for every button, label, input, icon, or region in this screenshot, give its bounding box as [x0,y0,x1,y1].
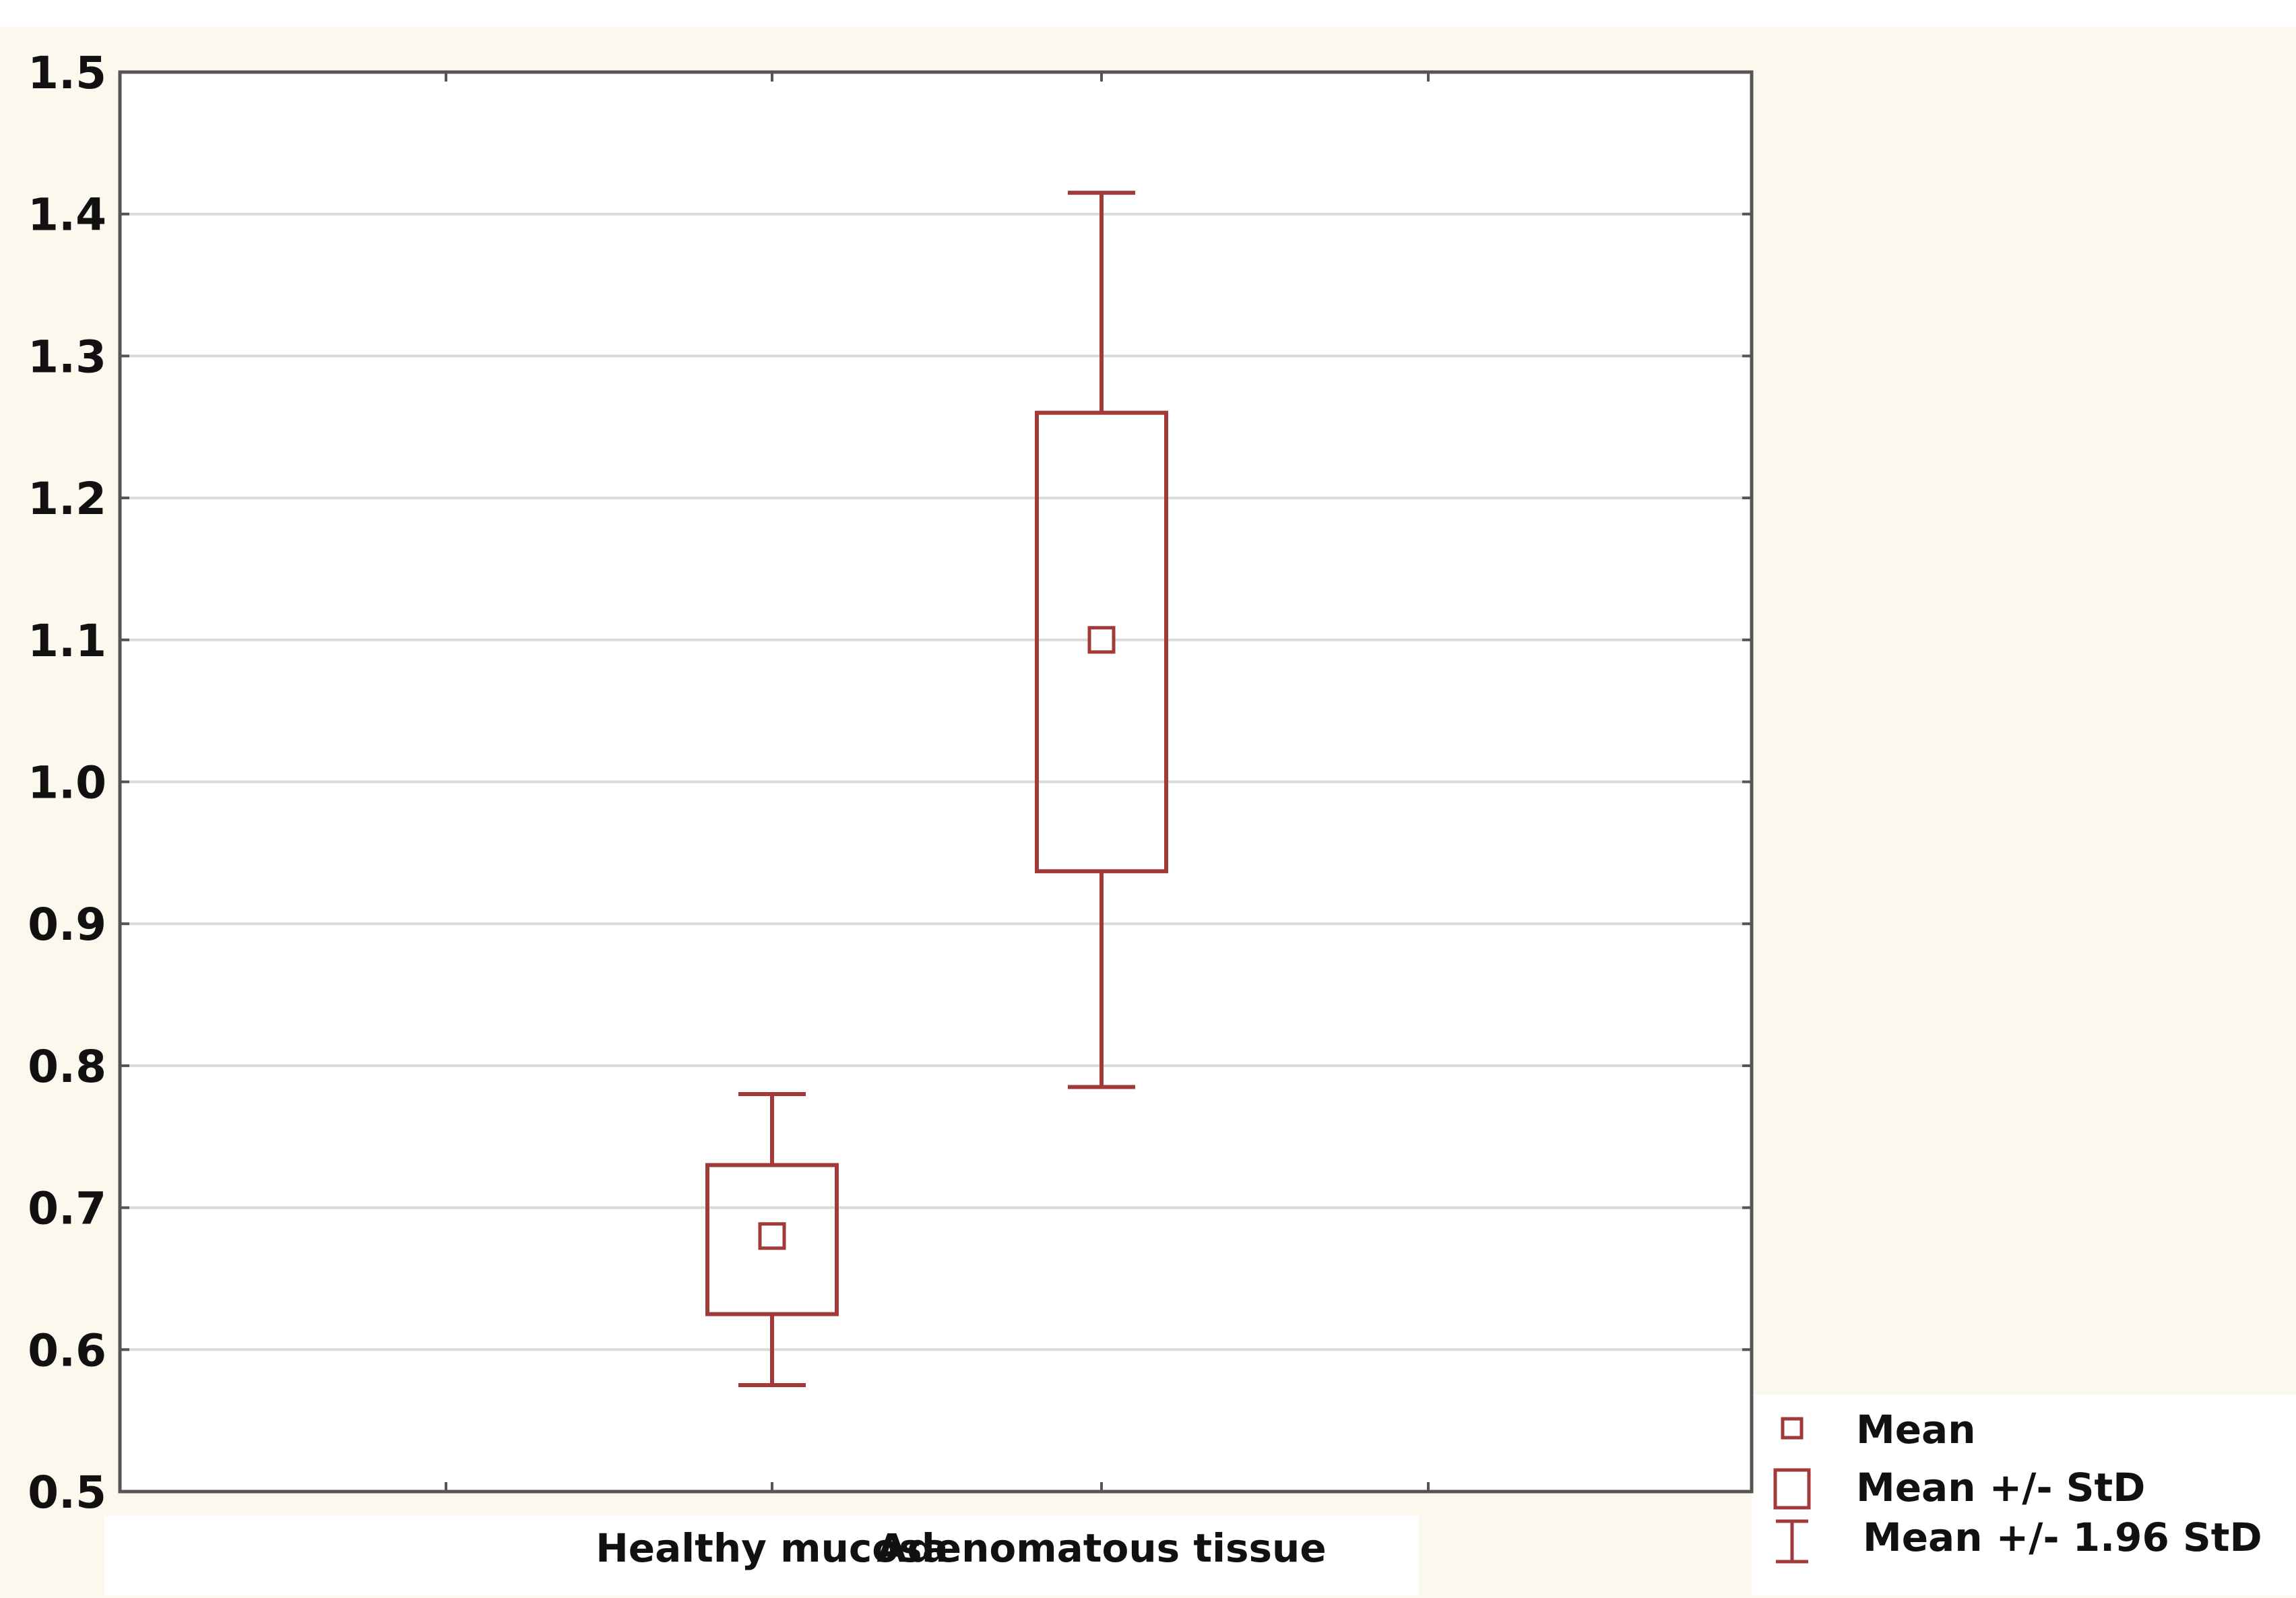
y-tick-label: 0.8 [28,1041,106,1093]
top-strip [0,0,2296,27]
std-box [1035,410,1168,874]
y-tick-label: 1.4 [28,189,106,241]
legend-background [1752,1395,2296,1595]
x-label-strip [104,1516,1418,1595]
y-tick-label: 0.6 [28,1324,106,1376]
y-tick-label: 0.7 [28,1183,106,1235]
box-group [705,1092,839,1387]
x-tick-label: Adenomatous tissue [876,1525,1326,1571]
y-tick-label: 1.5 [28,47,106,99]
mean-marker [1087,626,1116,654]
legend-label: Mean +/- 1.96 StD [1863,1514,2262,1560]
y-tick-label: 0.9 [28,899,106,951]
y-tick-label: 1.1 [28,615,106,667]
legend-label: Mean [1856,1407,1975,1452]
box-group [1035,191,1168,1089]
legend-mean-symbol [1781,1417,1804,1440]
legend-label: Mean +/- StD [1856,1465,2145,1510]
legend-box-symbol [1773,1468,1811,1510]
y-tick-label: 1.0 [28,757,106,809]
x-tick-label: Healthy mucosa [596,1525,949,1571]
mean-marker [758,1222,786,1250]
y-tick-label: 1.3 [28,331,106,383]
y-tick-label: 0.5 [28,1467,106,1519]
std-box [705,1163,839,1316]
y-tick-label: 1.2 [28,473,106,525]
